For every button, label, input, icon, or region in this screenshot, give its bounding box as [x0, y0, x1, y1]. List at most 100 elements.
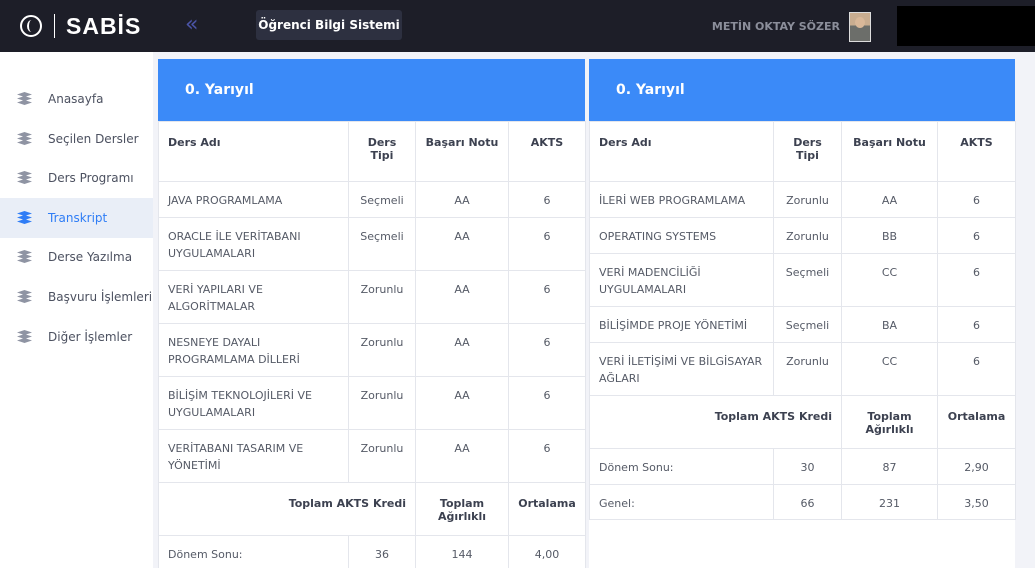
sidebar-item-course-schedule[interactable]: Ders Programı	[0, 158, 153, 198]
table-header-row: Ders Adı Ders Tipi Başarı Notu AKTS	[158, 121, 586, 182]
table-row: İLERİ WEB PROGRAMLAMA Zorunlu AA 6	[589, 181, 1016, 218]
course-akts: 6	[508, 181, 586, 218]
summary-header-row: Toplam AKTS Kredi Toplam Ağırlıklı Ortal…	[589, 395, 1016, 449]
summary-label: Dönem Sonu:	[158, 535, 349, 568]
course-grade: AA	[415, 323, 509, 377]
summary-row: Dönem Sonu: 36 144 4,00	[158, 535, 586, 568]
course-akts: 6	[508, 323, 586, 377]
course-type: Seçmeli	[348, 181, 416, 218]
course-grade: AA	[415, 429, 509, 483]
course-type: Zorunlu	[348, 270, 416, 324]
semester-panel-left: 0. Yarıyıl Ders Adı Ders Tipi Başarı Not…	[158, 59, 586, 568]
summary-row: Dönem Sonu: 30 87 2,90	[589, 448, 1016, 485]
summary-credit: 30	[773, 448, 842, 485]
layers-icon	[17, 330, 32, 344]
sidebar-item-other[interactable]: Diğer İşlemler	[0, 317, 153, 357]
sidebar-item-applications[interactable]: Başvuru İşlemleri	[0, 277, 153, 317]
layers-icon	[17, 171, 32, 185]
table-header-row: Ders Adı Ders Tipi Başarı Notu AKTS	[589, 121, 1016, 182]
summary-weight: 87	[841, 448, 938, 485]
course-name: VERİ MADENCİLİĞİ UYGULAMALARI	[589, 253, 774, 307]
course-type: Zorunlu	[773, 181, 842, 218]
layers-icon	[17, 92, 32, 106]
header-total-credit: Toplam AKTS Kredi	[158, 482, 416, 536]
course-type: Zorunlu	[348, 376, 416, 430]
table-row: VERİ YAPILARI VE ALGORİTMALAR Zorunlu AA…	[158, 270, 586, 324]
semester-title: 0. Yarıyıl	[158, 59, 585, 121]
collapse-sidebar-icon[interactable]: «	[185, 12, 199, 37]
course-akts: 6	[508, 429, 586, 483]
course-name: İLERİ WEB PROGRAMLAMA	[589, 181, 774, 218]
sidebar-item-selected-courses[interactable]: Seçilen Dersler	[0, 119, 153, 159]
sabis-logo[interactable]: SABİS	[20, 12, 141, 40]
table-row: NESNEYE DAYALI PROGRAMLAMA DİLLERİ Zorun…	[158, 323, 586, 377]
summary-credit: 36	[348, 535, 416, 568]
user-name[interactable]: METİN OKTAY SÖZER	[711, 20, 840, 33]
sidebar-item-label: Diğer İşlemler	[48, 330, 133, 344]
course-name: VERİTABANI TASARIM VE YÖNETİMİ	[158, 429, 349, 483]
sidebar-item-home[interactable]: Anasayfa	[0, 79, 153, 119]
course-name: JAVA PROGRAMLAMA	[158, 181, 349, 218]
redacted-area	[897, 6, 1035, 46]
sidebar-item-label: Derse Yazılma	[48, 250, 133, 264]
table-row: VERİ MADENCİLİĞİ UYGULAMALARI Seçmeli CC…	[589, 253, 1016, 307]
summary-label: Genel:	[589, 484, 774, 520]
course-grade: BB	[841, 217, 938, 254]
sidebar-item-label: Ders Programı	[48, 171, 134, 185]
course-grade: CC	[841, 342, 938, 396]
course-type: Seçmeli	[348, 217, 416, 271]
course-grade: AA	[415, 376, 509, 430]
course-akts: 6	[508, 270, 586, 324]
header-course-type: Ders Tipi	[348, 121, 416, 182]
course-grade: CC	[841, 253, 938, 307]
header-total-weight: Toplam Ağırlıklı	[841, 395, 938, 449]
course-grade: AA	[415, 217, 509, 271]
course-type: Zorunlu	[348, 429, 416, 483]
header-grade: Başarı Notu	[415, 121, 509, 182]
course-name: BİLİŞİM TEKNOLOJİLERİ VE UYGULAMALARI	[158, 376, 349, 430]
header-average: Ortalama	[937, 395, 1016, 449]
semester-panel-right: 0. Yarıyıl Ders Adı Ders Tipi Başarı Not…	[589, 59, 1016, 568]
header-average: Ortalama	[508, 482, 586, 536]
summary-label: Dönem Sonu:	[589, 448, 774, 485]
table-row: BİLİŞİM TEKNOLOJİLERİ VE UYGULAMALARI Zo…	[158, 376, 586, 430]
course-type: Zorunlu	[773, 217, 842, 254]
transcript-table: Ders Adı Ders Tipi Başarı Notu AKTS JAVA…	[158, 121, 586, 568]
course-name: VERİ YAPILARI VE ALGORİTMALAR	[158, 270, 349, 324]
summary-row: Genel: 66 231 3,50	[589, 484, 1016, 520]
logo-text: SABİS	[66, 12, 142, 39]
course-name: NESNEYE DAYALI PROGRAMLAMA DİLLERİ	[158, 323, 349, 377]
course-grade: AA	[415, 181, 509, 218]
layers-icon	[17, 132, 32, 146]
sidebar-item-label: Anasayfa	[48, 92, 104, 106]
course-akts: 6	[937, 342, 1016, 396]
logo-emblem-icon	[20, 15, 42, 37]
header-course-type: Ders Tipi	[773, 121, 842, 182]
course-akts: 6	[508, 376, 586, 430]
top-bar: SABİS « Öğrenci Bilgi Sistemi METİN OKTA…	[0, 0, 1035, 52]
course-grade: AA	[415, 270, 509, 324]
summary-header-row: Toplam AKTS Kredi Toplam Ağırlıklı Ortal…	[158, 482, 586, 536]
sidebar-item-transcript[interactable]: Transkript	[0, 198, 153, 238]
course-name: ORACLE İLE VERİTABANI UYGULAMALARI	[158, 217, 349, 271]
course-akts: 6	[937, 306, 1016, 343]
table-row: JAVA PROGRAMLAMA Seçmeli AA 6	[158, 181, 586, 218]
header-total-credit: Toplam AKTS Kredi	[589, 395, 842, 449]
avatar[interactable]	[849, 12, 871, 42]
table-row: OPERATING SYSTEMS Zorunlu BB 6	[589, 217, 1016, 254]
course-type: Seçmeli	[773, 306, 842, 343]
sidebar-item-course-registration[interactable]: Derse Yazılma	[0, 237, 153, 277]
course-akts: 6	[937, 253, 1016, 307]
course-grade: AA	[841, 181, 938, 218]
header-total-weight: Toplam Ağırlıklı	[415, 482, 509, 536]
summary-weight: 144	[415, 535, 509, 568]
course-name: OPERATING SYSTEMS	[589, 217, 774, 254]
summary-average: 4,00	[508, 535, 586, 568]
layers-icon	[17, 211, 32, 225]
course-name: BİLİŞİMDE PROJE YÖNETİMİ	[589, 306, 774, 343]
table-row: BİLİŞİMDE PROJE YÖNETİMİ Seçmeli BA 6	[589, 306, 1016, 343]
header-course-name: Ders Adı	[589, 121, 774, 182]
semester-title: 0. Yarıyıl	[589, 59, 1015, 121]
layers-icon	[17, 290, 32, 304]
student-system-button[interactable]: Öğrenci Bilgi Sistemi	[256, 10, 402, 40]
